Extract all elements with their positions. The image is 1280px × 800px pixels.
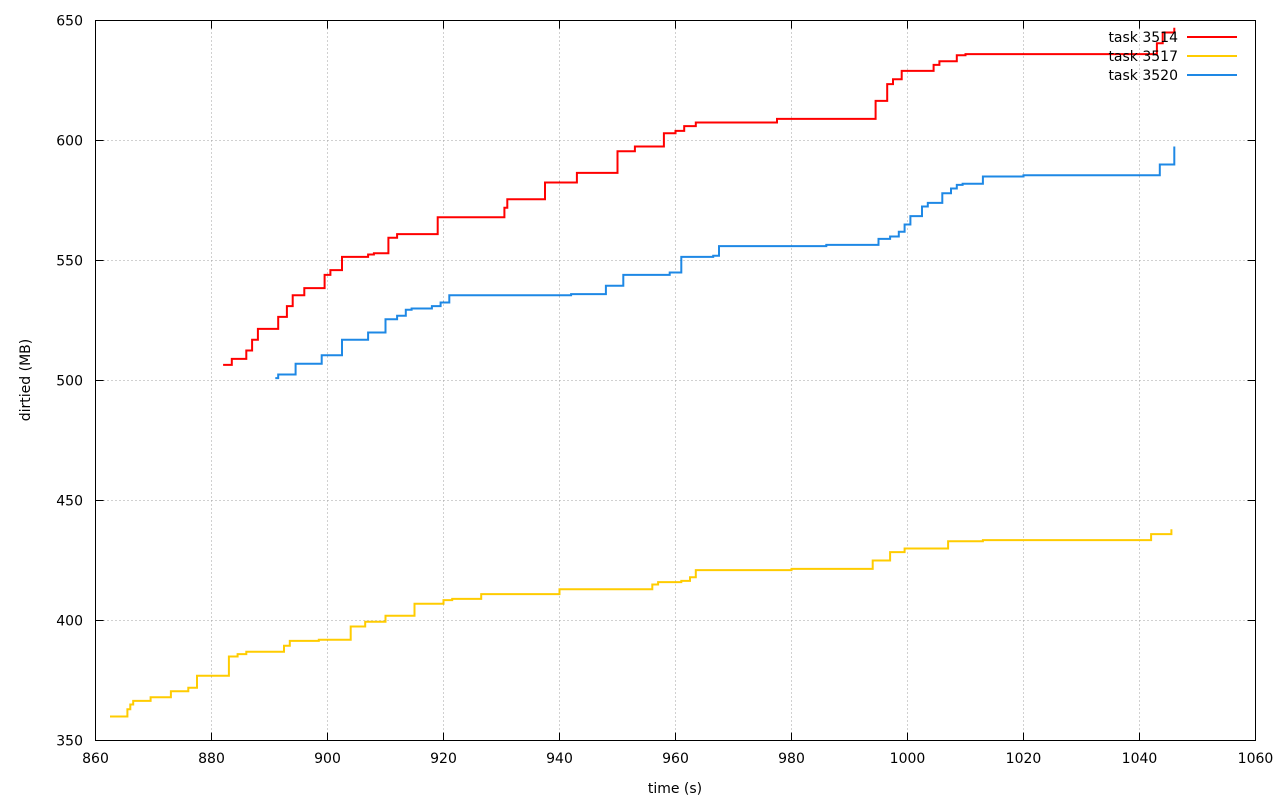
x-tick-label: 1040 [1122,751,1158,767]
grid-lines [95,20,1256,741]
y-tick-label: 500 [56,374,83,390]
x-tick-label: 900 [314,751,341,767]
series-line-0 [223,27,1176,366]
y-axis-label: dirtied (MB) [18,339,34,421]
legend-label-2: task 3520 [1108,68,1178,84]
x-tick-label: 880 [198,751,225,767]
legend-label-1: task 3517 [1108,49,1178,65]
series-lines [110,27,1176,718]
series-line-2 [275,146,1176,380]
y-tick-label: 350 [56,734,83,750]
x-tick-label: 1020 [1006,751,1042,767]
x-tick-label: 920 [430,751,457,767]
x-tick-label: 960 [662,751,689,767]
x-tick-label: 980 [778,751,805,767]
x-tick-label: 940 [546,751,573,767]
legend: task 3514 task 3517 task 3520 [1108,30,1237,84]
series-line-1 [110,529,1173,718]
x-tick-label: 1000 [890,751,926,767]
y-tick-label: 550 [56,254,83,270]
x-axis-label: time (s) [648,781,702,797]
y-tick-label: 600 [56,134,83,150]
x-axis-ticks: 860 880 900 920 940 960 980 1000 1020 1040 1060 [82,20,1274,767]
y-tick-label: 450 [56,494,83,510]
legend-label-0: task 3514 [1108,30,1178,46]
x-tick-label: 1060 [1238,751,1274,767]
x-tick-label: 860 [82,751,109,767]
y-tick-label: 400 [56,614,83,630]
y-axis-ticks: 350 400 450 500 550 600 650 [56,14,1256,750]
y-tick-label: 650 [56,14,83,30]
